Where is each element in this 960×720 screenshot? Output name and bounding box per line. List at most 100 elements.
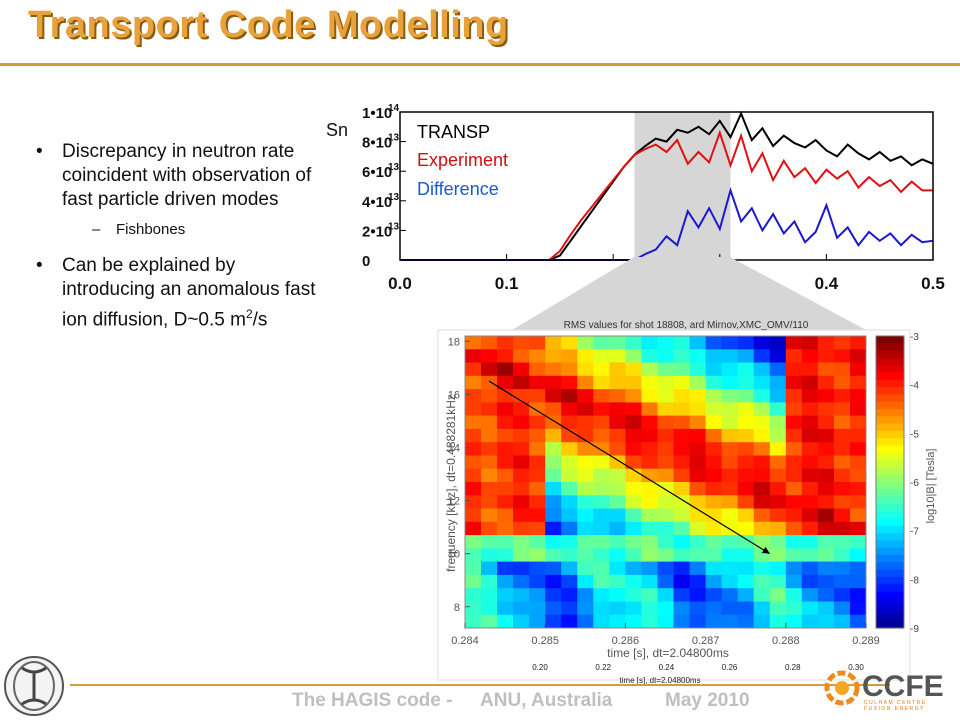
colorbar-frame xyxy=(875,335,905,629)
heatmap-cell xyxy=(561,588,578,602)
heatmap-cell xyxy=(785,601,803,616)
heatmap-cell xyxy=(657,428,674,443)
colorbar-segment xyxy=(876,416,904,425)
heatmap-cell xyxy=(593,362,610,377)
heatmap-cell xyxy=(465,495,482,510)
heatmap-cell xyxy=(753,614,771,629)
slide-title: Transport Code Modelling xyxy=(28,4,509,46)
heatmap-cell xyxy=(753,468,771,483)
heatmap-cell xyxy=(833,442,851,456)
heatmap-cell xyxy=(769,442,787,456)
heatmap-cell xyxy=(609,415,626,430)
heatmap-cell xyxy=(577,442,594,456)
heatmap-cell xyxy=(513,482,530,496)
heatmap-cell xyxy=(705,561,723,576)
heatmap-cell xyxy=(785,495,803,510)
heatmap-cell xyxy=(850,389,867,403)
heatmap-cell xyxy=(801,521,819,536)
heatmap-cell xyxy=(497,375,514,390)
heatmap-cell xyxy=(753,336,771,350)
heatmap-cell xyxy=(817,428,835,443)
heatmap-cell xyxy=(657,548,674,563)
heatmap-cell xyxy=(561,415,578,430)
heatmap-xlabel: time [s], dt=2.04800ms xyxy=(607,646,729,660)
heatmap-cell xyxy=(721,455,739,470)
heatmap-cell xyxy=(833,574,851,589)
highlight-span xyxy=(634,112,731,260)
heatmap-cell xyxy=(545,548,562,563)
heatmap-cell xyxy=(833,601,851,616)
heatmap-cell xyxy=(785,375,803,390)
heatmap-cell xyxy=(769,521,787,536)
heatmap-cell xyxy=(529,375,546,390)
heatmap-cell xyxy=(817,442,835,456)
y-tick-label: 1•10 xyxy=(362,105,392,122)
heatmap-cell xyxy=(817,389,835,403)
heatmap-cell xyxy=(833,349,851,364)
heatmap-cell xyxy=(833,495,851,510)
heatmap-cell xyxy=(705,521,723,536)
heatmap-cell xyxy=(785,614,803,629)
heatmap-cell xyxy=(561,375,578,390)
colorbar-segment xyxy=(876,518,904,527)
heatmap-cell xyxy=(609,349,626,364)
heatmap-cell xyxy=(673,468,690,483)
heatmap-cell xyxy=(465,548,482,563)
heatmap-cell xyxy=(769,548,787,563)
heatmap-cell xyxy=(833,402,851,417)
colorbar-tick-label: -7 xyxy=(910,527,919,538)
heatmap-cell xyxy=(529,415,546,430)
heatmap-cell xyxy=(657,495,674,510)
heatmap-cell xyxy=(753,561,771,576)
heatmap-cell xyxy=(465,601,482,616)
colorbar-segment xyxy=(876,438,904,447)
heatmap-cell xyxy=(609,601,626,616)
heatmap-cell xyxy=(561,535,578,549)
colorbar-segment xyxy=(876,598,904,607)
colorbar-segment xyxy=(876,584,904,593)
bullet-dot: • xyxy=(36,255,43,276)
heatmap-cell xyxy=(529,614,546,629)
heatmap-cell xyxy=(465,336,482,350)
heatmap-cell xyxy=(641,415,658,430)
heatmap-cell xyxy=(561,601,578,616)
heatmap-cell xyxy=(785,482,803,496)
heatmap-cell xyxy=(737,336,755,350)
heatmap-cell xyxy=(817,402,835,417)
heatmap-cell xyxy=(801,362,819,377)
heatmap-cell xyxy=(577,455,594,470)
heatmap-cell xyxy=(545,402,562,417)
heatmap-cell xyxy=(641,601,658,616)
colorbar-segment xyxy=(876,423,904,432)
heatmap-cell xyxy=(513,349,530,364)
heatmap-cell xyxy=(689,614,707,629)
heatmap-cell xyxy=(850,455,867,470)
heatmap-cell xyxy=(817,561,835,576)
heatmap-cell xyxy=(593,495,610,510)
heatmap-ylabel: frequency [kHz], dt=0.488281kHz xyxy=(444,394,458,572)
heatmap-cell xyxy=(545,349,562,364)
heatmap-cell xyxy=(641,455,658,470)
heatmap-cell xyxy=(705,349,723,364)
heatmap-cell xyxy=(593,588,610,602)
heatmap-cell xyxy=(609,389,626,403)
heatmap-cell xyxy=(609,561,626,576)
heatmap-cell xyxy=(529,548,546,563)
heatmap-cell xyxy=(705,601,723,616)
heatmap-cell xyxy=(753,482,771,496)
heatmap-cell xyxy=(801,535,819,549)
heatmap-cell xyxy=(833,482,851,496)
heatmap-cell xyxy=(593,521,610,536)
heatmap-cell xyxy=(673,535,690,549)
heatmap-cell xyxy=(513,336,530,350)
heatmap-cell xyxy=(529,349,546,364)
heatmap-cell xyxy=(561,561,578,576)
heatmap-cell xyxy=(753,574,771,589)
heatmap-cell xyxy=(625,362,642,377)
heatmap-cell xyxy=(673,482,690,496)
heatmap-cell xyxy=(593,482,610,496)
heatmap-y-tick-label: 16 xyxy=(448,389,460,401)
heatmap-cell xyxy=(545,588,562,602)
y-tick-exponent: 13 xyxy=(388,221,400,232)
heatmap-cell xyxy=(769,349,787,364)
